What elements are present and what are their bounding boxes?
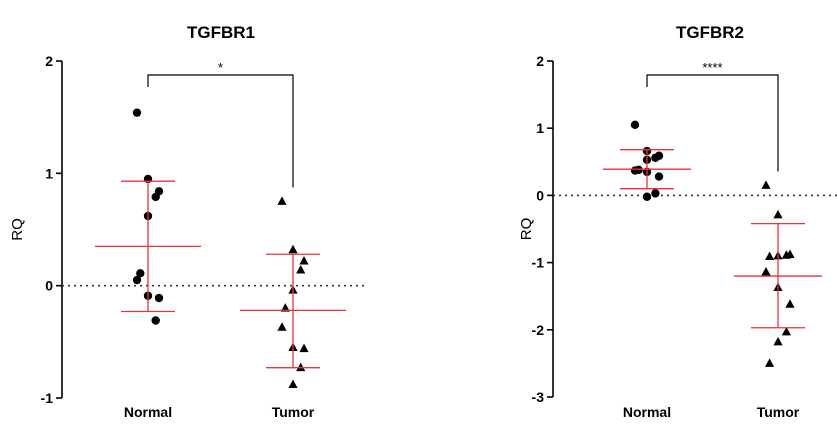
significance-bracket xyxy=(147,74,294,188)
chart-tgfbr1: TGFBR1 RQ -1 0 1 2 Normal Tumor * xyxy=(9,23,368,420)
data-point-tumor xyxy=(761,180,771,189)
data-point-tumor xyxy=(280,303,290,312)
data-point-normal xyxy=(132,108,142,117)
data-point-tumor xyxy=(288,244,298,254)
data-point-tumor xyxy=(773,336,783,346)
chart-title: TGFBR2 xyxy=(676,23,744,42)
x-category-label: Normal xyxy=(623,404,671,420)
y-tick-label: -2 xyxy=(532,322,545,338)
data-point-tumor xyxy=(299,255,309,265)
data-point-tumor xyxy=(299,343,309,353)
y-tick-label: 0 xyxy=(45,278,53,294)
chart-title: TGFBR1 xyxy=(187,23,255,42)
x-category-label: Tumor xyxy=(272,404,315,420)
data-point-normal xyxy=(642,192,652,201)
data-point-normal xyxy=(136,269,145,278)
data-point-tumor xyxy=(765,358,775,367)
data-point-normal xyxy=(154,293,164,303)
x-category-label: Normal xyxy=(124,404,172,420)
chart-panel-tgfbr2: TGFBR2 RQ -3 -2 -1 0 1 2 Normal Tumor **** xyxy=(419,0,838,426)
data-point-normal xyxy=(132,275,142,285)
y-axis-label: RQ xyxy=(518,218,535,241)
data-point-normal xyxy=(651,153,660,162)
y-tick-label: 2 xyxy=(45,53,53,69)
y-tick-label: 1 xyxy=(536,120,544,136)
data-point-tumor xyxy=(277,322,287,331)
data-point-normal xyxy=(151,316,160,325)
significance-label: **** xyxy=(702,60,722,75)
y-tick-label: -3 xyxy=(532,389,545,405)
data-point-tumor xyxy=(773,209,783,219)
data-point-tumor xyxy=(296,264,306,274)
chart-tgfbr2: TGFBR2 RQ -3 -2 -1 0 1 2 Normal Tumor **** xyxy=(518,23,838,420)
data-point-normal xyxy=(630,120,640,130)
y-tick-label: -1 xyxy=(532,255,545,271)
data-point-tumor xyxy=(765,251,775,261)
y-tick-label: -1 xyxy=(41,390,54,406)
significance-label: * xyxy=(218,60,223,75)
y-tick-label: 0 xyxy=(536,187,544,203)
x-category-label: Tumor xyxy=(757,404,800,420)
y-tick-label: 2 xyxy=(536,53,544,69)
data-point-tumor xyxy=(781,250,791,259)
significance-bracket xyxy=(646,74,779,172)
data-point-tumor xyxy=(288,379,298,389)
data-point-normal xyxy=(630,166,640,175)
data-point-normal xyxy=(654,172,664,181)
data-point-tumor xyxy=(277,196,287,205)
data-point-tumor xyxy=(781,326,791,336)
data-point-tumor xyxy=(785,299,795,308)
chart-panel-tgfbr1: TGFBR1 RQ -1 0 1 2 Normal Tumor * xyxy=(0,0,419,426)
data-point-normal xyxy=(651,189,660,198)
data-point-normal xyxy=(151,192,160,202)
data-point-tumor xyxy=(296,362,306,372)
data-point-tumor xyxy=(761,267,771,276)
y-tick-label: 1 xyxy=(45,165,53,181)
y-axis-label: RQ xyxy=(9,218,26,241)
